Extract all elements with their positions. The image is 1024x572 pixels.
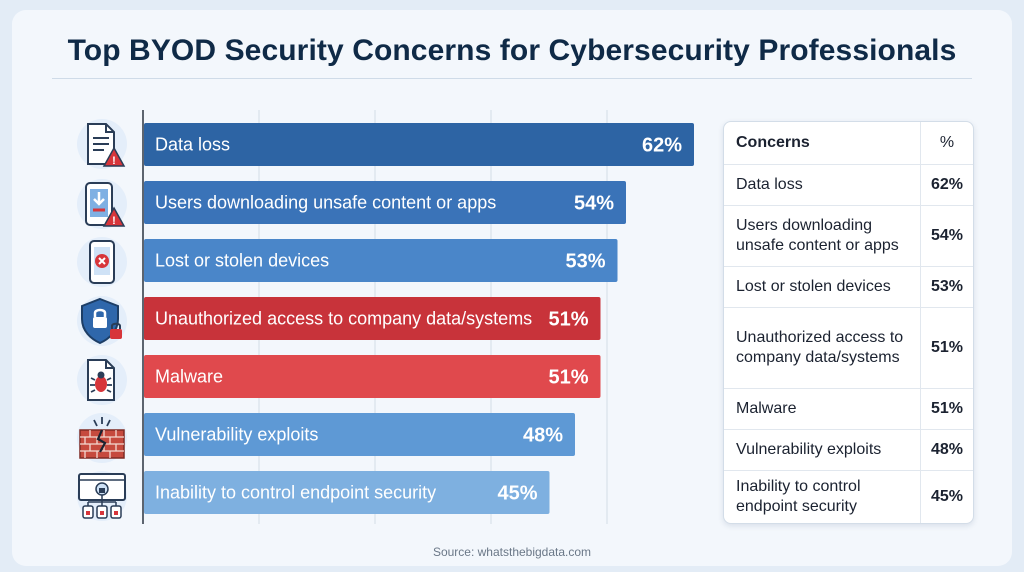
shield-lock-icon <box>76 295 128 347</box>
table-row: Users downloading unsafe content or apps… <box>724 205 973 267</box>
bar-value-label: 53% <box>565 251 605 273</box>
table-cell-percent: 51% <box>920 388 973 430</box>
bar <box>144 471 550 514</box>
svg-text:!: ! <box>112 215 116 227</box>
table-cell-percent: 48% <box>920 429 973 471</box>
title-divider <box>52 78 972 79</box>
table-cell-percent: 45% <box>920 470 973 523</box>
bar <box>144 355 601 398</box>
table-row: Malware 51% <box>724 388 973 430</box>
bar <box>144 181 626 224</box>
table-header-row: Concerns % <box>724 122 973 165</box>
table-cell-percent: 51% <box>920 307 973 389</box>
source-note: Source: whatsthebigdata.com <box>432 545 592 559</box>
bar <box>144 123 694 166</box>
table-cell-percent: 62% <box>920 164 973 206</box>
table-cell-percent: 54% <box>920 205 973 267</box>
bar-label: Malware <box>155 367 223 387</box>
bar-value-label: 45% <box>497 483 537 505</box>
table-cell-concern: Inability to control endpoint security <box>736 478 861 516</box>
bar-label: Inability to control endpoint security <box>155 483 436 503</box>
table-row: Inability to control endpoint security 4… <box>724 470 973 523</box>
table-row: Data loss 62% <box>724 164 973 206</box>
page-title: Top BYOD Security Concerns for Cybersecu… <box>67 34 957 67</box>
document-warning-icon: ! <box>76 118 128 170</box>
table-header-concerns: Concerns <box>724 122 921 165</box>
table-row: Vulnerability exploits 48% <box>724 429 973 471</box>
bar-label: Data loss <box>155 135 230 155</box>
bar <box>144 413 575 456</box>
svg-text:!: ! <box>112 155 116 167</box>
bar-value-label: 51% <box>548 309 588 331</box>
table-row: Lost or stolen devices 53% <box>724 266 973 308</box>
bar-value-label: 62% <box>642 135 682 157</box>
bar-label: Users downloading unsafe content or apps <box>155 193 496 213</box>
table-cell-concern: Users downloading unsafe content or apps <box>724 205 921 267</box>
table-cell-concern: Malware <box>724 388 921 430</box>
bar <box>144 297 601 340</box>
bar-value-label: 51% <box>548 367 588 389</box>
table-cell-concern: Vulnerability exploits <box>724 429 921 471</box>
table-row: Unauthorized access to company data/syst… <box>724 307 973 389</box>
broken-wall-icon <box>76 412 128 464</box>
table-header-percent: % <box>920 122 973 165</box>
bar-value-label: 48% <box>523 425 563 447</box>
concerns-table: Concerns % Data loss 62% Users downloadi… <box>724 122 973 523</box>
table-cell-concern: Data loss <box>724 164 921 206</box>
table-cell-concern: Lost or stolen devices <box>724 266 921 308</box>
bar-label: Lost or stolen devices <box>155 251 329 271</box>
bar-label: Vulnerability exploits <box>155 425 318 445</box>
table-cell-percent: 53% <box>920 266 973 308</box>
network-lock-icon <box>76 470 128 522</box>
phone-blocked-icon <box>76 236 128 288</box>
bar-label: Unauthorized access to company data/syst… <box>155 309 532 329</box>
concerns-table-card: Concerns % Data loss 62% Users downloadi… <box>723 121 974 524</box>
table-cell-concern: Unauthorized access to company data/syst… <box>724 307 921 389</box>
phone-download-warning-icon: ! <box>76 178 128 230</box>
malware-bug-icon <box>76 354 128 406</box>
bar <box>144 239 618 282</box>
bar-value-label: 54% <box>574 193 614 215</box>
